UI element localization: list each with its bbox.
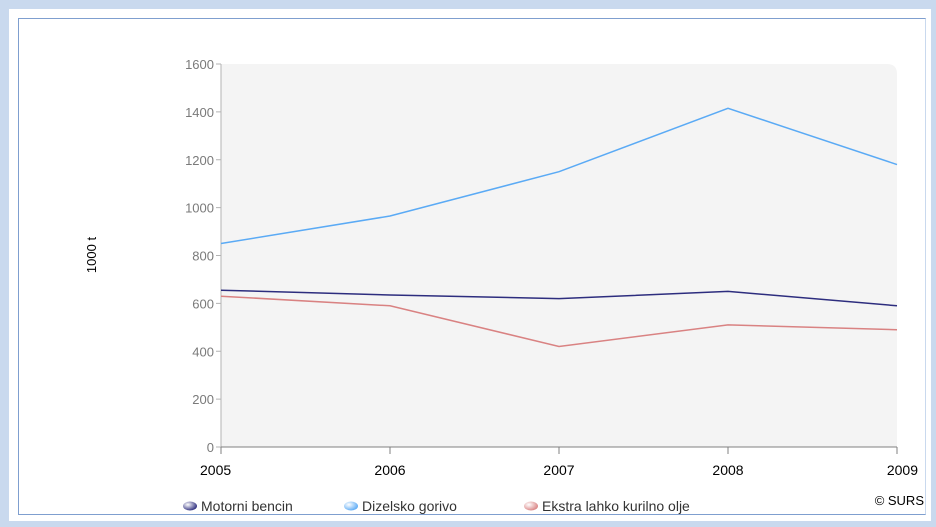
legend-label: Ekstra lahko kurilno olje xyxy=(542,498,690,514)
chart-frame-inner xyxy=(18,18,926,515)
series-line-1 xyxy=(220,107,898,245)
legend-marker xyxy=(183,501,197,511)
x-tick-label: 2008 xyxy=(712,462,743,478)
y-tick-label: 1400 xyxy=(185,105,214,120)
y-tick-label: 1600 xyxy=(185,57,214,72)
y-tick-label: 800 xyxy=(192,249,214,264)
y-tick-label: 200 xyxy=(192,392,214,407)
y-axis-label: 1000 t xyxy=(84,237,99,274)
legend-label: Dizelsko gorivo xyxy=(362,498,457,514)
y-tick-label: 1000 xyxy=(185,201,214,216)
x-tick-label: 2009 xyxy=(887,462,918,478)
legend-marker xyxy=(524,501,538,511)
plot-area xyxy=(221,64,897,447)
legend-marker xyxy=(344,501,358,511)
legend-label: Motorni bencin xyxy=(201,498,293,514)
series-line-2 xyxy=(220,295,898,348)
x-tick-label: 2007 xyxy=(543,462,574,478)
series-line-0 xyxy=(220,289,898,307)
x-tick-label: 2005 xyxy=(200,462,231,478)
x-tick-label: 2006 xyxy=(374,462,405,478)
y-tick-label: 1200 xyxy=(185,153,214,168)
y-tick-label: 400 xyxy=(192,344,214,359)
source-credit: © SURS xyxy=(875,493,925,508)
y-tick-label: 600 xyxy=(192,296,214,311)
y-tick-label: 0 xyxy=(207,440,214,455)
